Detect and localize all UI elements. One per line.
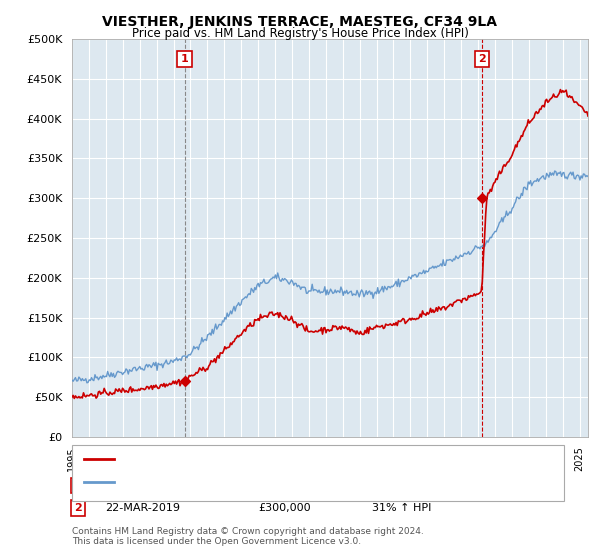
Point	[477, 194, 487, 203]
Text: 2: 2	[478, 54, 485, 64]
Text: VIESTHER, JENKINS TERRACE, MAESTEG, CF34 9LA (detached house): VIESTHER, JENKINS TERRACE, MAESTEG, CF34…	[120, 454, 477, 464]
Point	[180, 377, 190, 386]
Text: Price paid vs. HM Land Registry's House Price Index (HPI): Price paid vs. HM Land Registry's House …	[131, 27, 469, 40]
Text: 1: 1	[181, 54, 188, 64]
Text: 1: 1	[74, 480, 82, 491]
Text: HPI: Average price, detached house, Bridgend: HPI: Average price, detached house, Brid…	[120, 477, 360, 487]
Text: 23% ↓ HPI: 23% ↓ HPI	[372, 480, 431, 491]
Text: 24-AUG-2001: 24-AUG-2001	[105, 480, 179, 491]
Text: £300,000: £300,000	[258, 503, 311, 513]
Text: 31% ↑ HPI: 31% ↑ HPI	[372, 503, 431, 513]
Text: 2: 2	[74, 503, 82, 513]
Text: 22-MAR-2019: 22-MAR-2019	[105, 503, 180, 513]
Text: £70,000: £70,000	[258, 480, 304, 491]
Text: Contains HM Land Registry data © Crown copyright and database right 2024.
This d: Contains HM Land Registry data © Crown c…	[72, 526, 424, 546]
Text: VIESTHER, JENKINS TERRACE, MAESTEG, CF34 9LA: VIESTHER, JENKINS TERRACE, MAESTEG, CF34…	[103, 15, 497, 29]
